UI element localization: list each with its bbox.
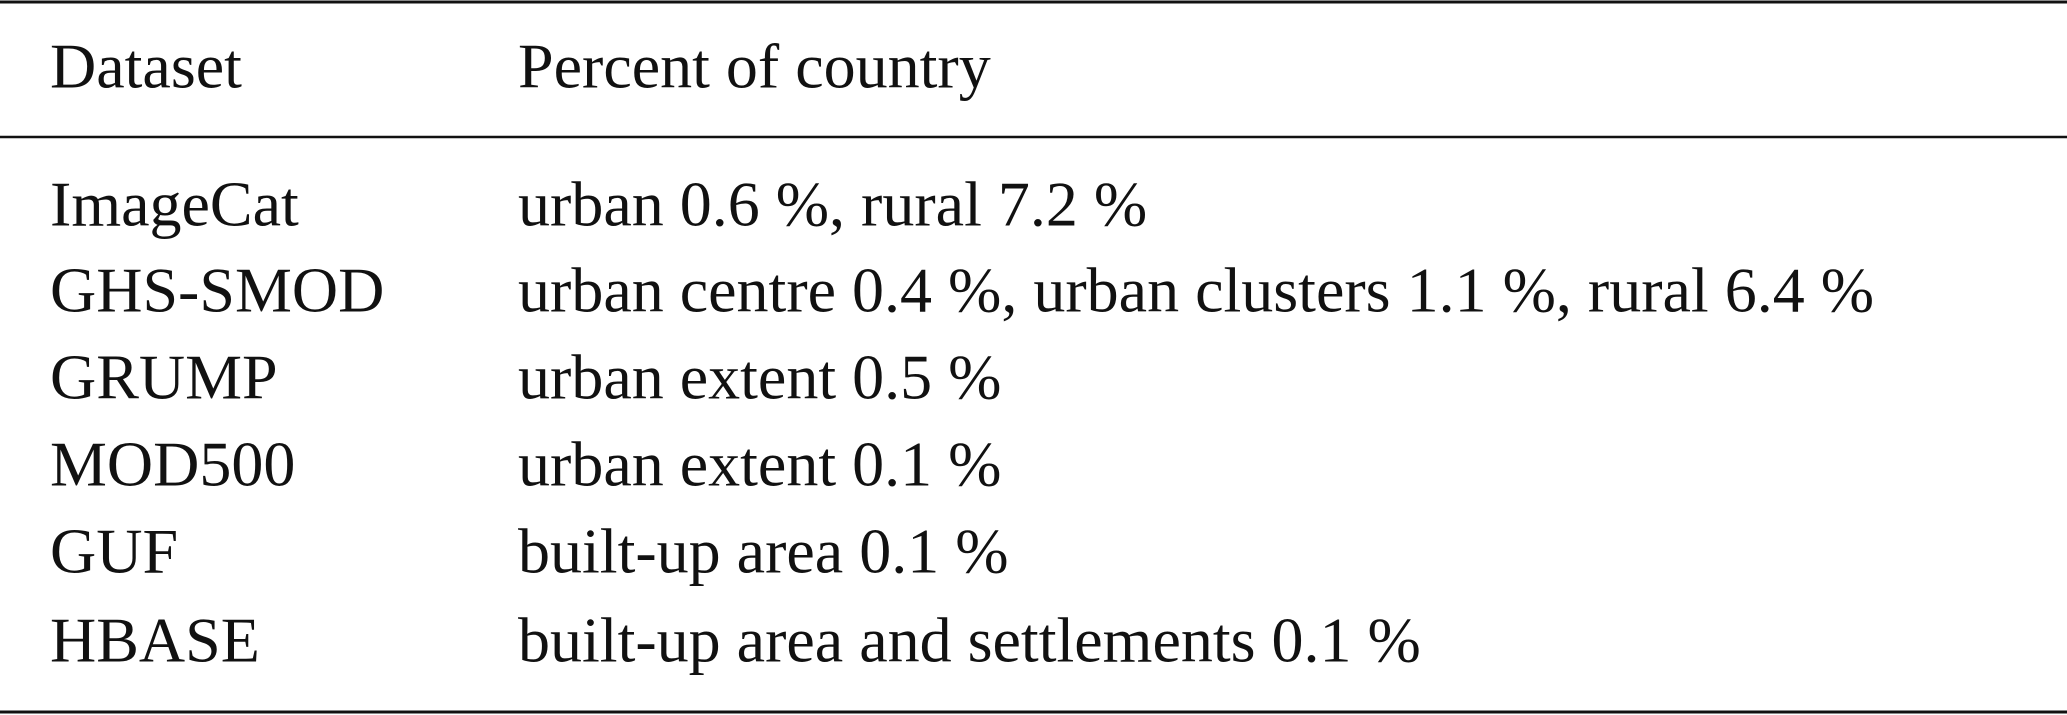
percent-cell: urban 0.6 %, rural 7.2 % [518, 169, 1147, 240]
percent-cell: urban extent 0.1 % [518, 429, 1001, 500]
percent-cell: built-up area 0.1 % [518, 516, 1009, 587]
dataset-cell: MOD500 [50, 429, 295, 500]
dataset-cell: GRUMP [50, 342, 278, 413]
percent-cell: urban extent 0.5 % [518, 342, 1001, 413]
dataset-cell: GUF [50, 516, 178, 587]
percent-cell: built-up area and settlements 0.1 % [518, 605, 1421, 676]
header-cell: Percent of country [518, 31, 991, 102]
dataset-cell: GHS-SMOD [50, 255, 384, 326]
percent-cell: urban centre 0.4 %, urban clusters 1.1 %… [518, 255, 1874, 326]
dataset-cell: ImageCat [50, 169, 299, 240]
dataset-cell: HBASE [50, 605, 260, 676]
header-cell: Dataset [50, 31, 242, 102]
